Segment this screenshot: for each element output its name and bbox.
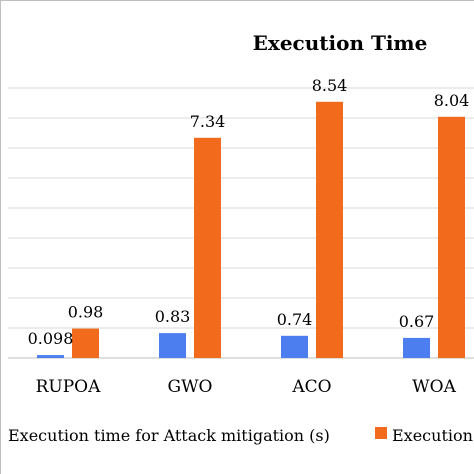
data-label-series-2-rupoa: 0.98 (68, 303, 104, 322)
x-tick-labels: RUPOA GWO ACO WOA (36, 377, 457, 397)
data-label-series-2-woa: 8.04 (434, 91, 470, 110)
legend-label-series-2: Execution (392, 426, 473, 445)
bar-series-2-rupoa (72, 328, 99, 358)
bar-series-1-aco (281, 335, 308, 358)
x-tick-label-woa: WOA (412, 377, 456, 397)
bar-series-1-woa (403, 337, 430, 358)
data-label-series-2-aco: 8.54 (312, 76, 348, 95)
bar-series-2-woa (438, 116, 465, 358)
legend-swatch-series-2 (375, 427, 387, 439)
legend: Execution time for Attack mitigation (s)… (8, 426, 473, 445)
bar-series-1-gwo (159, 333, 186, 358)
data-label-series-1-rupoa: 0.098 (28, 329, 74, 348)
x-tick-label-gwo: GWO (168, 377, 213, 397)
bar-series-2-aco (316, 101, 343, 359)
data-label-series-1-gwo: 0.83 (155, 307, 191, 326)
bar-series-1-rupoa (37, 355, 64, 358)
x-tick-label-rupoa: RUPOA (36, 377, 102, 397)
value-labels: 0.098 0.98 0.83 7.34 0.74 8.54 0.67 8.04 (28, 76, 470, 348)
data-label-series-2-gwo: 7.34 (190, 112, 226, 131)
bars (37, 101, 465, 359)
data-label-series-1-aco: 0.74 (277, 310, 313, 329)
bar-series-2-gwo (194, 137, 221, 358)
chart-title: Execution Time (253, 31, 428, 55)
x-tick-label-aco: ACO (291, 377, 331, 397)
data-label-series-1-woa: 0.67 (399, 312, 435, 331)
legend-label-series-1: Execution time for Attack mitigation (s) (8, 426, 330, 445)
